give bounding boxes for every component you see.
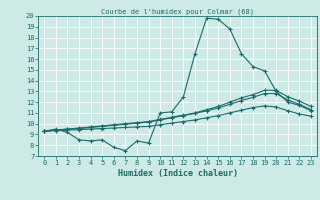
X-axis label: Humidex (Indice chaleur): Humidex (Indice chaleur)	[118, 169, 238, 178]
Title: Courbe de l'humidex pour Colmar (68): Courbe de l'humidex pour Colmar (68)	[101, 8, 254, 15]
